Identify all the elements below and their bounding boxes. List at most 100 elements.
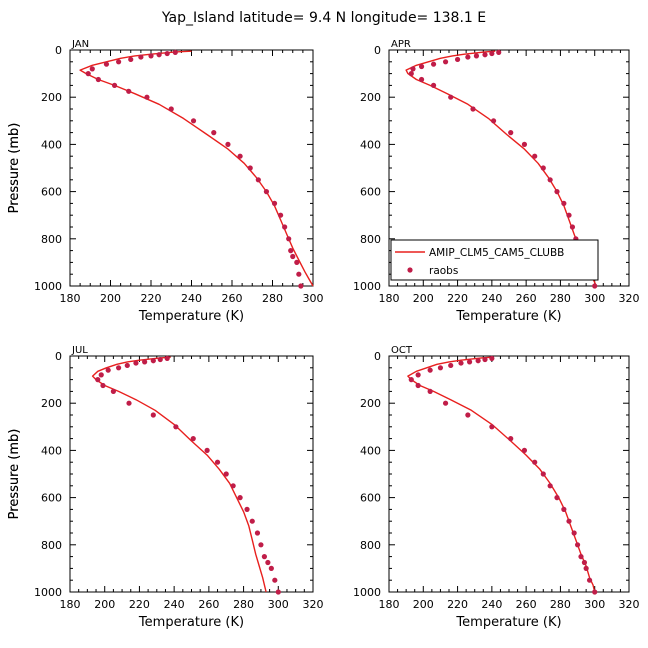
raob-point (126, 400, 132, 406)
raob-point (454, 56, 461, 63)
raob-point (230, 483, 236, 489)
x-tick-label: 320 (303, 598, 324, 611)
raob-point (95, 377, 101, 383)
x-tick-label: 300 (584, 598, 605, 611)
y-tick-label: 400 (360, 138, 381, 151)
raob-point (103, 61, 110, 67)
y-tick-label: 0 (374, 350, 381, 363)
raob-point (578, 554, 584, 560)
raob-point (532, 153, 538, 159)
x-axis-label: Temperature (K) (455, 615, 561, 630)
raob-point (247, 165, 253, 171)
raob-point (271, 200, 278, 206)
raob-point (566, 212, 572, 218)
legend-box (390, 239, 599, 281)
x-tick-label: 220 (129, 598, 150, 611)
x-tick-label: 220 (447, 598, 468, 611)
model-line (91, 356, 267, 593)
raob-point (144, 94, 150, 100)
panel-jan: 180 200 220 240 260 280 300 0 200 400 600 800 1000 Te… (7, 39, 324, 324)
raob-point (164, 355, 170, 361)
x-tick-label: 280 (233, 598, 254, 611)
raob-point (566, 518, 572, 524)
y-tick-label: 800 (41, 233, 62, 246)
raob-point (211, 130, 217, 136)
raob-point (521, 447, 528, 453)
legend-marker-swatch (407, 267, 413, 273)
raob-point (105, 367, 111, 373)
raob-point (489, 424, 495, 430)
raob-point (157, 356, 163, 363)
raob-point (482, 52, 488, 58)
x-tick-label: 260 (198, 598, 219, 611)
raob-point (448, 362, 454, 369)
raob-point (85, 71, 91, 77)
raob-point (142, 359, 148, 365)
raob-point (473, 53, 480, 59)
raob-point (278, 212, 284, 218)
raob-point (466, 359, 473, 365)
plot-frame (388, 355, 630, 593)
y-axis-label: Pressure (mb) (7, 429, 22, 520)
panel-label: JUL (71, 345, 88, 356)
raob-point (286, 236, 292, 242)
y-tick-label: 1000 (353, 280, 381, 293)
x-tick-label: 180 (379, 292, 400, 305)
raob-point (150, 358, 156, 364)
x-axis-label: Temperature (K) (455, 309, 561, 324)
raob-point (458, 360, 464, 366)
raob-point (190, 118, 197, 124)
y-axis-label: Pressure (mb) (7, 123, 22, 214)
y-tick-label: 1000 (34, 586, 62, 599)
raob-point (225, 141, 231, 147)
raob-point (408, 377, 414, 383)
x-tick-label: 180 (60, 598, 81, 611)
raob-point (521, 141, 528, 147)
x-tick-label: 200 (94, 598, 115, 611)
x-tick-label: 260 (222, 292, 243, 305)
plot-frame (69, 355, 314, 593)
panel-label: OCT (391, 345, 413, 356)
raob-point (482, 356, 488, 363)
legend-entry-label: raobs (429, 265, 458, 277)
raob-point (418, 76, 425, 83)
raob-point (490, 118, 497, 124)
raob-point (116, 365, 122, 371)
raob-point (465, 54, 471, 60)
raob-point (415, 382, 421, 389)
raob-point (164, 50, 170, 57)
y-tick-label: 0 (374, 44, 381, 57)
raob-point (98, 372, 104, 378)
x-tick-label: 240 (181, 292, 202, 305)
raob-point (415, 372, 421, 378)
raob-point (263, 189, 270, 195)
raob-point (547, 483, 553, 489)
raob-point (571, 530, 577, 536)
y-axis-label: Pressure (mb) (7, 429, 22, 520)
raob-point (214, 459, 221, 465)
x-tick-label: 200 (100, 292, 121, 305)
raob-point (583, 565, 589, 572)
y-tick-label: 400 (41, 138, 62, 151)
raob-point (294, 259, 300, 265)
raob-point (437, 365, 444, 371)
raob-point (508, 436, 514, 442)
raob-point (89, 66, 95, 72)
panel-apr: 180 200 220 240 260 280 300 320 0 200 400 600 800 100… (7, 39, 640, 324)
raob-point (249, 518, 255, 524)
raob-point (223, 471, 229, 477)
y-tick-label: 200 (41, 91, 62, 104)
y-tick-label: 400 (41, 444, 62, 457)
raob-point (100, 382, 106, 389)
raob-point (138, 54, 144, 60)
raob-point (489, 355, 495, 361)
y-tick-label: 600 (360, 492, 381, 505)
raob-point (296, 271, 302, 277)
raob-point (237, 153, 243, 159)
raob-point (95, 76, 101, 83)
model-line (407, 356, 596, 593)
raob-point (586, 577, 593, 583)
x-tick-label: 200 (413, 598, 434, 611)
raob-point (430, 61, 437, 67)
